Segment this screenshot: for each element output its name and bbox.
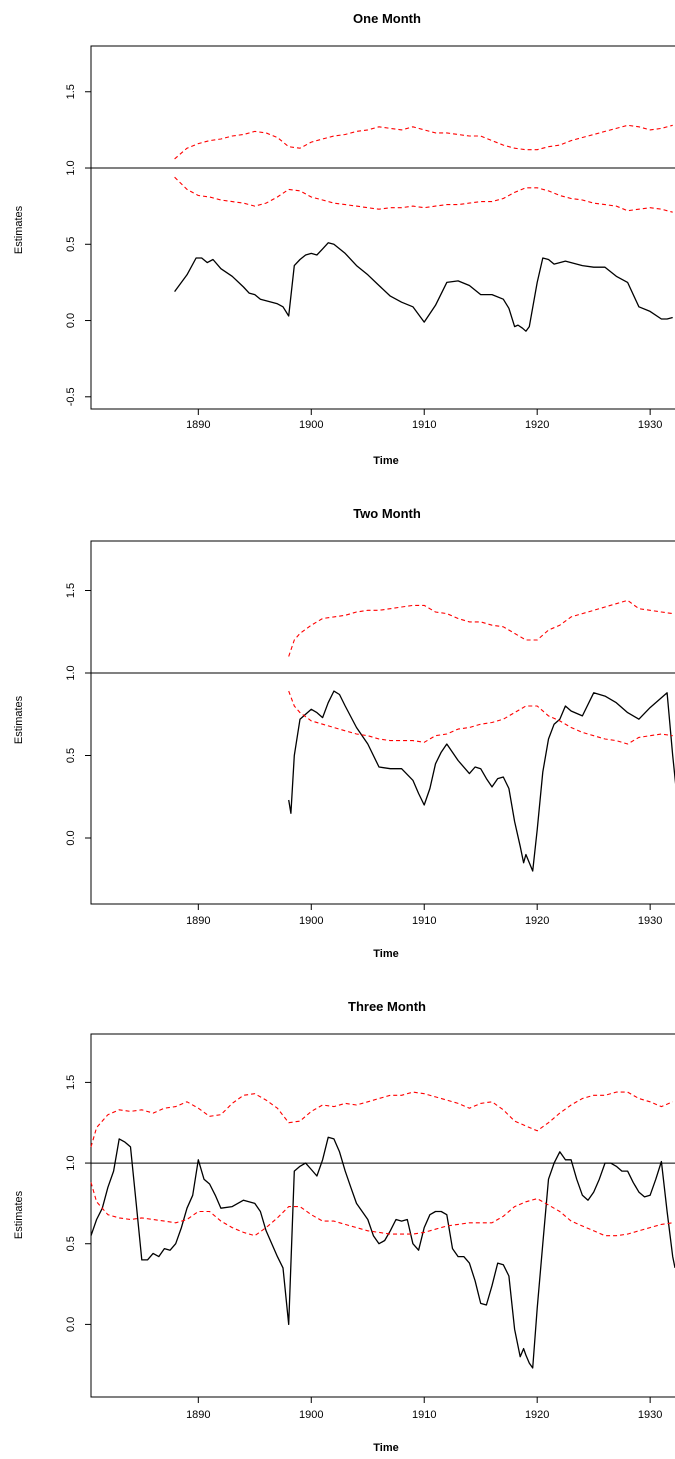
panel-three-month: Three Month Estimates Time 1890 1900 1910 1… [13, 999, 675, 1454]
y-tick-label: 1.5 [65, 1075, 77, 1090]
y-tick-label: 1.0 [65, 1155, 77, 1170]
y-tick-label: 1.5 [65, 84, 77, 99]
chart-title: Three Month [348, 999, 426, 1014]
y-tick-label: -0.5 [65, 387, 77, 406]
x-tick-label: 1910 [412, 1409, 436, 1421]
x-tick-label: 1900 [299, 419, 323, 431]
y-tick-label: 0.0 [65, 830, 77, 845]
y-tick-label: 0.0 [65, 313, 77, 328]
upper-band-line [91, 1092, 673, 1147]
y-tick-label: 1.5 [65, 583, 77, 598]
estimate-line [175, 243, 673, 331]
chart-title: Two Month [353, 506, 421, 521]
lower-band-line [289, 691, 673, 744]
x-tick-label: 1920 [525, 419, 549, 431]
x-tick-label: 1900 [299, 1409, 323, 1421]
x-tick-label: 1890 [186, 419, 210, 431]
upper-band-line [175, 125, 673, 159]
x-axis-label: Time [373, 948, 398, 960]
plot-frame [91, 541, 675, 904]
x-tick-label: 1930 [638, 915, 662, 927]
lower-band-line [175, 177, 673, 212]
panel-one-month: One Month Estimates Time 1890 1900 1910 192… [13, 11, 675, 467]
upper-band-line [289, 600, 673, 656]
y-tick-label: 0.0 [65, 1317, 77, 1332]
plot-frame [91, 46, 675, 409]
panel-two-month: Two Month Estimates Time 1890 1900 1910 192… [13, 506, 675, 960]
x-tick-label: 1920 [525, 1409, 549, 1421]
x-axis-label: Time [373, 1442, 398, 1454]
lower-band-line [91, 1182, 673, 1235]
y-tick-label: 1.0 [65, 665, 77, 680]
estimate-line [91, 1137, 675, 1368]
x-tick-label: 1890 [186, 915, 210, 927]
y-axis-label: Estimates [13, 1190, 25, 1239]
x-tick-label: 1900 [299, 915, 323, 927]
y-axis-label: Estimates [13, 205, 25, 254]
y-tick-label: 0.5 [65, 748, 77, 763]
x-tick-label: 1920 [525, 915, 549, 927]
x-tick-label: 1930 [638, 419, 662, 431]
y-tick-label: 0.5 [65, 1236, 77, 1251]
y-axis-label: Estimates [13, 695, 25, 744]
x-tick-label: 1910 [412, 419, 436, 431]
x-tick-label: 1910 [412, 915, 436, 927]
x-tick-label: 1890 [186, 1409, 210, 1421]
plot-frame [91, 1034, 675, 1397]
y-tick-label: 0.5 [65, 237, 77, 252]
x-tick-label: 1930 [638, 1409, 662, 1421]
chart-title: One Month [353, 11, 421, 26]
x-axis-label: Time [373, 455, 398, 467]
estimate-line [289, 691, 675, 871]
y-tick-label: 1.0 [65, 160, 77, 175]
